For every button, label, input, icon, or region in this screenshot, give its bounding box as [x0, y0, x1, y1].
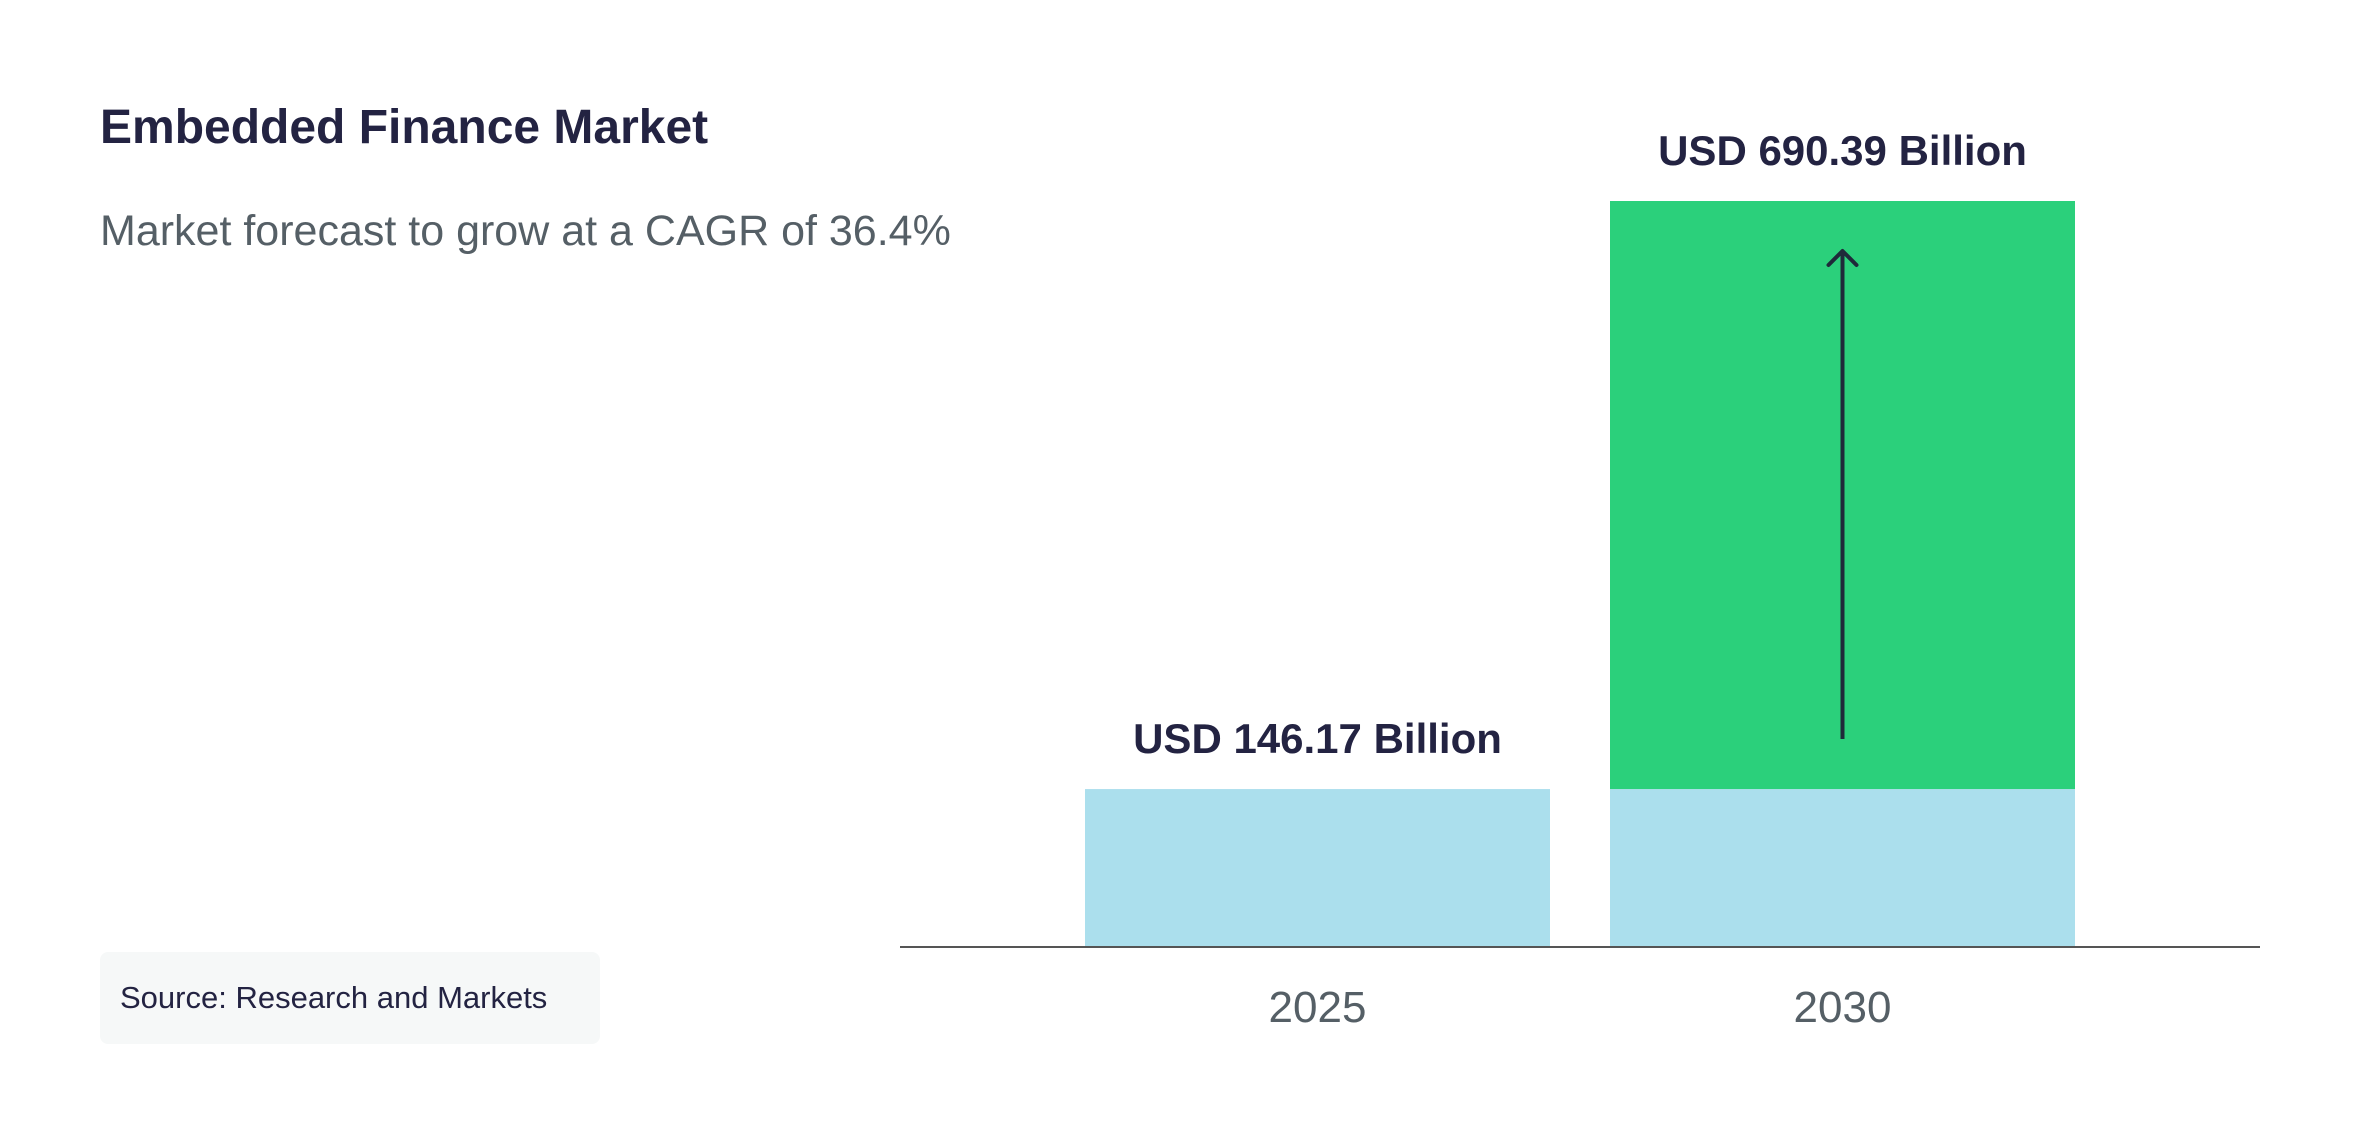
source-text: Source: Research and Markets	[120, 980, 548, 1015]
x-tick-2025: 2025	[1269, 983, 1367, 1032]
up-arrow-head-icon	[1826, 249, 1859, 267]
value-label-2030: USD 690.39 Billion	[1658, 127, 2027, 174]
value-label-2025: USD 146.17 Billion	[1133, 715, 1502, 762]
bar-2030-base	[1610, 789, 2075, 947]
chart-subtitle: Market forecast to grow at a CAGR of 36.…	[100, 207, 951, 255]
source-box: Source: Research and Markets	[100, 952, 600, 1044]
chart-title: Embedded Finance Market	[100, 101, 709, 154]
x-tick-2030: 2030	[1794, 983, 1892, 1032]
bar-2025-base	[1085, 789, 1550, 947]
